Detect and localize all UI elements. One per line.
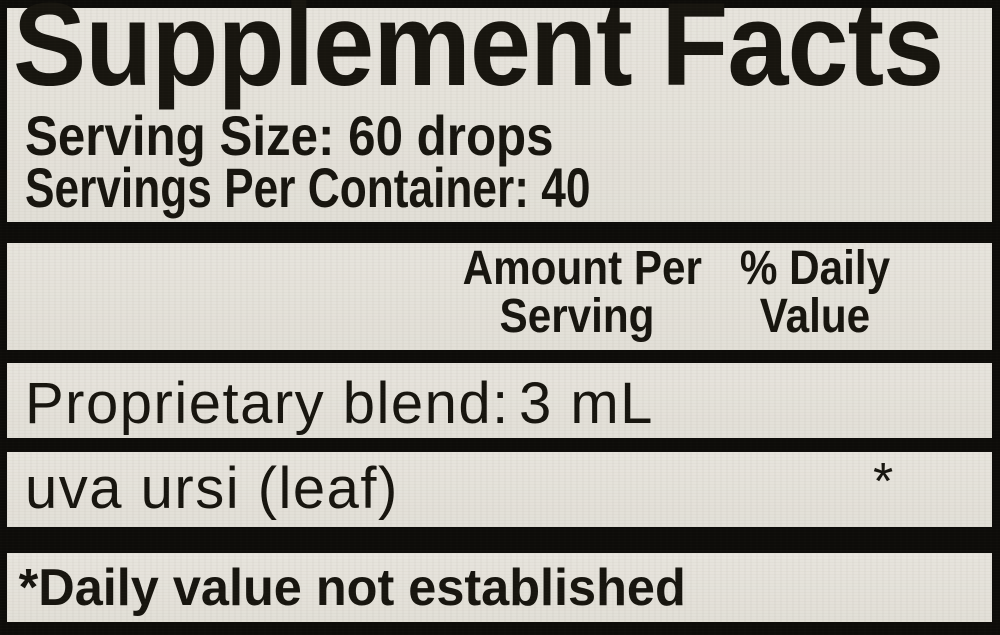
footnote-section: *Daily value not established xyxy=(7,553,992,622)
label-title: Supplement Facts xyxy=(13,0,944,111)
servings-per-container-line: Servings Per Container: 40 xyxy=(25,156,591,219)
separator-bar-thick xyxy=(7,222,992,243)
ingredient-row-proprietary-blend: Proprietary blend: 3 mL xyxy=(7,363,992,438)
separator-bar xyxy=(7,438,992,452)
ingredient-name: uva ursi (leaf) xyxy=(25,456,399,521)
ingredient-amount: 3 mL xyxy=(519,371,654,436)
amount-header-line1: Amount Per xyxy=(462,242,702,295)
daily-value-header-line2: Value xyxy=(759,290,871,343)
separator-bar xyxy=(7,350,992,363)
amount-header-line2: Serving xyxy=(499,290,655,343)
daily-value-header: % Daily Value xyxy=(736,245,894,341)
ingredient-row-uva-ursi: uva ursi (leaf) * xyxy=(7,452,992,527)
amount-per-serving-header: Amount Per Serving xyxy=(462,242,702,343)
daily-value-asterisk: * xyxy=(873,453,894,511)
bottom-border-bar xyxy=(7,622,992,635)
daily-value-header-line1: % Daily xyxy=(739,242,891,295)
ingredient-name: Proprietary blend: xyxy=(25,371,510,436)
column-header-row: Amount Per Serving % Daily Value xyxy=(7,243,992,350)
serving-size-line: Serving Size: 60 drops xyxy=(25,104,554,167)
footnote-text: *Daily value not established xyxy=(18,558,686,617)
serving-info: Serving Size: 60 drops Servings Per Cont… xyxy=(25,104,741,219)
label-panel: Supplement Facts Serving Size: 60 drops … xyxy=(7,0,992,635)
label-header-section: Supplement Facts Serving Size: 60 drops … xyxy=(7,0,992,222)
separator-bar-thick xyxy=(7,527,992,553)
